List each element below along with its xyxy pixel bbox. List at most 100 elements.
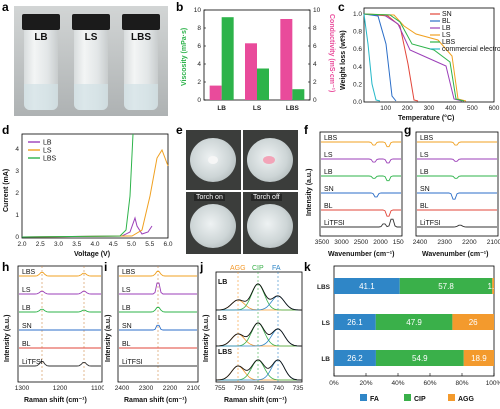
b-right-tick: 6 xyxy=(313,43,317,50)
f-traces-label: LBS xyxy=(324,135,338,142)
k-bar-fa-lbs xyxy=(334,278,400,294)
d-xtick: 2.0 xyxy=(17,241,26,248)
f-xlabel: Wavenumber (cm⁻¹) xyxy=(328,251,394,258)
d-legend-item: LBS xyxy=(43,156,57,163)
f-traces-label: LS xyxy=(324,152,333,159)
k-bar-fa-ls xyxy=(334,314,376,330)
c-curve-lbs xyxy=(363,13,465,102)
d-ytick: 0 xyxy=(15,234,19,241)
j-component xyxy=(216,359,302,381)
i-traces-label: LB xyxy=(122,305,131,312)
b-ylabel-left: Viscosity (mPa·s) xyxy=(181,28,188,86)
c-ytick: 0.0 xyxy=(353,99,362,106)
g-traces-label: LBS xyxy=(420,135,434,142)
h-xlabel: Raman shift (cm⁻¹) xyxy=(24,397,87,404)
k-bar-cip-ls xyxy=(375,314,453,330)
panel-letter-i: i xyxy=(104,260,108,274)
h-ylabel: Intensity (a.u.) xyxy=(4,315,11,362)
j-ylabel: Intensity (a.u.) xyxy=(203,315,210,362)
d-ylabel: Current (mA) xyxy=(3,169,10,212)
h-traces-trace xyxy=(19,290,101,295)
f-traces-label: SN xyxy=(324,186,334,193)
c-ytick: 0.8 xyxy=(353,29,362,36)
d-xtick: 5.0 xyxy=(127,241,136,248)
c-ytick: 0.4 xyxy=(353,64,362,71)
k-bar-value: 18.9 xyxy=(471,354,487,363)
b-category-label: LS xyxy=(253,105,262,112)
f-ticks-label: 3500 xyxy=(315,239,330,246)
g-traces-label: LiTFSI xyxy=(420,220,441,227)
d-curve-ls xyxy=(21,148,169,238)
chart-i: LBS LS LB SN BL LiTFSI 2400 2300 2200 2100 Raman… xyxy=(105,265,200,404)
i-ylabel: Intensity (a.u.) xyxy=(105,315,112,362)
d-xlabel: Voltage (V) xyxy=(74,251,110,258)
vial-label-ls: LS xyxy=(84,32,98,43)
c-ytick: 1.0 xyxy=(353,11,362,18)
g-traces-label: LB xyxy=(420,169,429,176)
b-right-tick: 8 xyxy=(313,25,317,32)
g-traces-trace xyxy=(417,158,497,162)
panel-letter-a: a xyxy=(2,0,9,14)
j-component xyxy=(216,359,302,381)
i-ticks-label: 2300 xyxy=(139,385,154,392)
c-legend-item: LS xyxy=(442,32,451,39)
c-ytick: 0.2 xyxy=(353,81,362,88)
c-legend-item: SN xyxy=(442,11,452,18)
b-left-tick: 2 xyxy=(197,79,201,86)
h-traces-trace xyxy=(19,271,101,277)
j-envelope xyxy=(215,322,302,347)
f-traces-label: BL xyxy=(324,203,333,210)
d-legend-item: LB xyxy=(43,140,52,147)
g-ticks-label: 2100 xyxy=(487,239,500,246)
c-curve-bl xyxy=(363,13,397,102)
flame-tile-4: Torch off xyxy=(243,192,298,254)
chart-f: LBS LS LB SN BL LiTFSI 3500 3000 2500 2000 1500 W… xyxy=(306,131,404,258)
d-curve-lb xyxy=(21,216,153,238)
i-traces-trace xyxy=(119,324,197,331)
b-right-tick: 2 xyxy=(313,79,317,86)
k-bar-cip-lbs xyxy=(399,278,493,294)
c-xtick: 400 xyxy=(445,105,456,112)
f-traces-trace xyxy=(321,141,401,148)
i-ticks-label: 2100 xyxy=(187,385,200,392)
i-ticks-label: 2400 xyxy=(115,385,130,392)
k-bar-agg-ls xyxy=(452,314,494,330)
d-xtick: 6.0 xyxy=(163,241,172,248)
c-xtick: 300 xyxy=(424,105,435,112)
j-ticks-label: 745 xyxy=(254,385,265,392)
k-xtick: 0% xyxy=(329,380,339,387)
c-curve-ls xyxy=(363,13,467,102)
panel-letter-k: k xyxy=(304,260,311,274)
chart-g: LBS LS LB SN BL LiTFSI 2400 2300 2200 2100 Waven… xyxy=(413,131,500,258)
b-right-tick: 0 xyxy=(313,97,317,104)
h-ticks-label: 1300 xyxy=(15,385,30,392)
h-traces-trace xyxy=(19,361,101,367)
f-ticks-label: 2500 xyxy=(354,239,369,246)
k-legend-item: AGG xyxy=(458,396,475,403)
d-xtick: 3.5 xyxy=(72,241,81,248)
d-ytick: 3 xyxy=(15,168,19,175)
k-bar-value: 26.2 xyxy=(347,354,363,363)
c-legend-item: LBS xyxy=(442,39,456,46)
flame-tile-3: Torch on xyxy=(186,192,241,254)
vial-lb: LB xyxy=(22,14,60,110)
b-bar-conductivity-ls xyxy=(245,43,257,100)
i-traces-label: SN xyxy=(122,323,132,330)
vial-label-lb: LB xyxy=(34,32,48,43)
b-bar-conductivity-lb xyxy=(209,85,222,100)
h-ticks-label: 1100 xyxy=(91,385,104,392)
k-bar-cip-lb xyxy=(375,350,464,366)
h-ticks-label: 1200 xyxy=(53,385,68,392)
b-right-tick: 10 xyxy=(313,7,321,14)
k-xtick: 80% xyxy=(455,380,468,387)
b-bar-viscosity-ls xyxy=(257,68,269,100)
b-left-tick: 8 xyxy=(197,25,201,32)
k-bar-value: 54.9 xyxy=(412,354,428,363)
c-legend-item: LB xyxy=(442,25,451,32)
g-xlabel: Wavenumber (cm⁻¹) xyxy=(422,251,488,258)
k-legend-item: CIP xyxy=(414,396,426,403)
j-trace-label: LBS xyxy=(218,349,232,356)
h-traces-label: LBS xyxy=(22,269,36,276)
f-traces-trace xyxy=(321,209,401,217)
c-curve-commercial xyxy=(363,13,381,102)
